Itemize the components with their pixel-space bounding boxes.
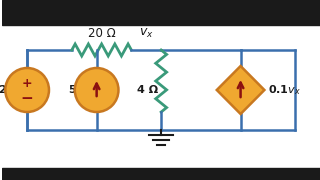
Text: 0.1$v_x$: 0.1$v_x$ [268,83,301,97]
Text: $v_x$: $v_x$ [139,27,154,40]
Text: −: − [21,91,34,105]
Bar [2,168,320,180]
Text: +: + [22,76,32,89]
Text: 20 Ω: 20 Ω [88,27,116,40]
Text: 4 Ω: 4 Ω [137,85,158,95]
Bar [2,0,320,25]
Circle shape [5,68,49,112]
Text: 5 A: 5 A [69,85,89,95]
Polygon shape [217,66,264,114]
Text: 25 V: 25 V [0,85,27,95]
Circle shape [75,68,118,112]
